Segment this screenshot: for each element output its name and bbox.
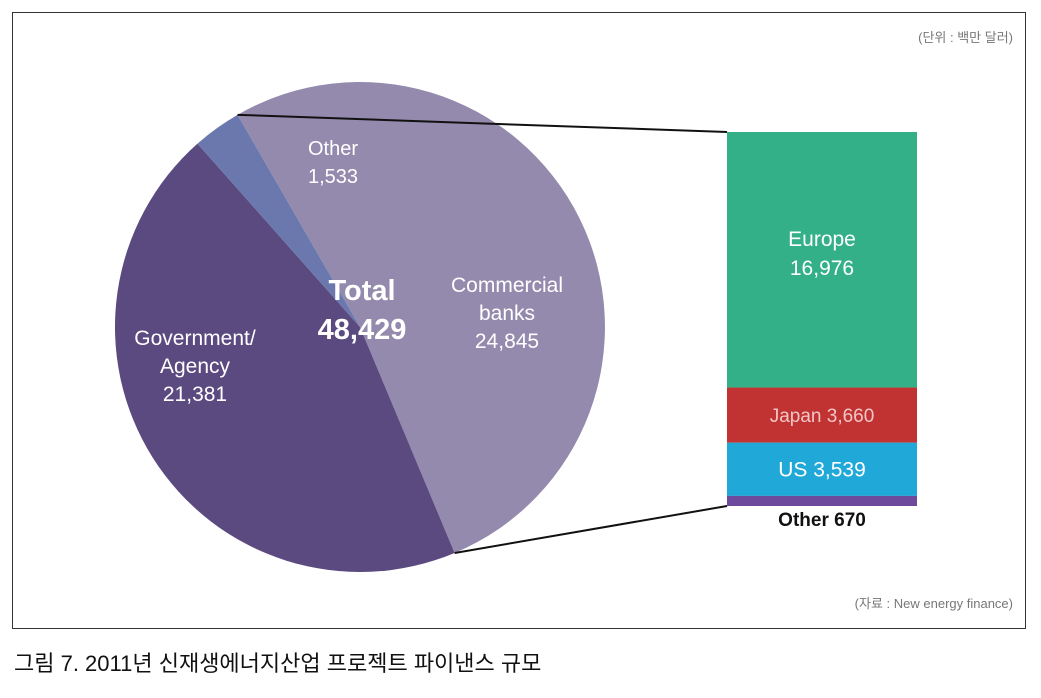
pie-slice-other xyxy=(197,114,360,327)
pie-center-total: Total 48,429 xyxy=(318,275,407,346)
bar-segment-us xyxy=(727,442,917,496)
center-title: Total xyxy=(328,275,395,307)
chart-svg: Commercial banks 24,845 Government/Agency 21… xyxy=(114,82,917,573)
pie-slice-government-agency xyxy=(114,143,455,573)
bar-segment-europe xyxy=(727,132,917,388)
figure-caption: 그림 7. 2011년 신재생에너지산업 프로젝트 파이낸스 규모 xyxy=(14,651,542,676)
bar-label-europe: Europe 16,976 xyxy=(788,228,856,280)
pie-chart: Commercial banks 24,845 Government/Agency 21… xyxy=(114,82,605,573)
unit-note: (단위 : 백만 달러) xyxy=(918,30,1013,45)
center-value: 48,429 xyxy=(318,314,407,346)
stacked-bar: Europe 16,976 Japan 3,660 US 3,539 Other 670 xyxy=(727,132,917,531)
source-note: (자료 : New energy finance) xyxy=(854,596,1013,611)
pie-label-government-agency: Government/Agency 21,381 xyxy=(134,327,256,406)
connector-line-top xyxy=(237,113,728,133)
connector-line-bottom xyxy=(454,505,728,554)
pie-label-commercial-banks: Commercial banks 24,845 xyxy=(451,274,563,353)
bar-label-us: US 3,539 xyxy=(778,458,866,481)
pie-slice-commercial-banks xyxy=(237,82,605,553)
bar-label-other-bar: Other 670 xyxy=(778,510,866,531)
pie-label-other: Other 1,533 xyxy=(308,138,358,188)
bar-label-japan: Japan 3,660 xyxy=(770,406,875,427)
bar-segment-other-bar xyxy=(727,495,917,506)
connector-lines xyxy=(237,113,728,554)
bar-segment-japan xyxy=(727,387,917,443)
chart-frame: Commercial banks 24,845 Government/Agency 21… xyxy=(12,12,1026,629)
